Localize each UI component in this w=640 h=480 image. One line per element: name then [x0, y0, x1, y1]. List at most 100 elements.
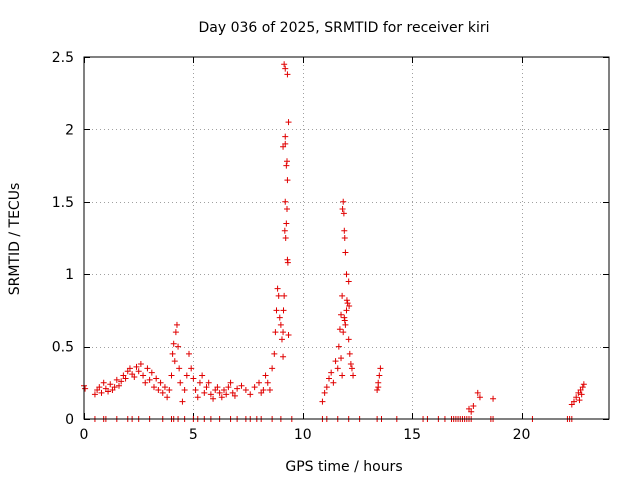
data-point — [343, 297, 350, 304]
data-point — [344, 300, 351, 307]
data-point — [285, 119, 292, 126]
data-point — [470, 402, 477, 409]
data-point — [135, 368, 142, 375]
data-point — [334, 365, 341, 372]
data-point — [347, 360, 354, 367]
data-point — [260, 387, 267, 394]
data-point — [468, 408, 475, 415]
data-point — [280, 307, 287, 314]
data-point — [328, 369, 335, 376]
data-point — [266, 387, 273, 394]
data-point — [281, 227, 288, 234]
data-point — [223, 391, 230, 398]
data-point — [346, 350, 353, 357]
data-point — [183, 372, 190, 379]
data-point — [216, 389, 223, 396]
data-point — [116, 382, 122, 389]
data-point — [251, 384, 258, 391]
x-axis-title: GPS time / hours — [285, 459, 402, 475]
data-point — [578, 391, 585, 398]
data-point — [335, 343, 342, 350]
data-point — [321, 389, 328, 396]
data-point — [340, 198, 347, 205]
data-point — [573, 394, 580, 401]
data-point — [282, 133, 289, 140]
x-tick-label: 10 — [294, 427, 312, 443]
data-point — [169, 350, 176, 357]
data-point — [199, 372, 206, 379]
x-tick-label: 5 — [189, 427, 198, 443]
data-point — [148, 369, 155, 376]
chart-title: Day 036 of 2025, SRMTID for receiver kir… — [198, 20, 489, 36]
data-point — [330, 379, 337, 386]
data-point — [170, 340, 177, 347]
y-tick-label: 1.5 — [52, 195, 74, 211]
data-point — [323, 384, 330, 391]
data-point — [159, 389, 166, 396]
data-point — [247, 391, 254, 398]
data-point — [271, 350, 278, 357]
data-point — [283, 220, 290, 227]
data-point — [201, 389, 208, 396]
data-point — [284, 259, 291, 266]
data-point — [98, 389, 105, 396]
data-point — [336, 326, 343, 333]
data-point — [269, 365, 276, 372]
data-point — [227, 379, 234, 386]
y-tick-label: 0 — [65, 412, 74, 428]
data-point — [234, 385, 241, 392]
data-point — [273, 307, 280, 314]
data-point — [579, 384, 586, 391]
data-point — [275, 292, 282, 299]
data-point — [272, 329, 279, 336]
data-point — [281, 61, 288, 68]
x-tick-label: 15 — [403, 427, 421, 443]
data-point — [332, 358, 339, 365]
data-point — [221, 387, 227, 394]
data-point — [284, 158, 290, 165]
data-point — [107, 381, 114, 388]
data-point — [144, 365, 151, 372]
data-point — [205, 379, 212, 386]
data-point — [341, 227, 348, 234]
data-point — [207, 391, 214, 398]
data-point — [179, 398, 186, 405]
data-point — [345, 336, 352, 343]
data-point — [153, 375, 160, 382]
data-point — [326, 375, 332, 382]
data-point — [280, 329, 287, 336]
data-point — [276, 314, 283, 321]
data-point — [140, 372, 147, 379]
data-point — [338, 355, 345, 362]
y-axis-title: SRMTID / TECUs — [7, 183, 23, 296]
data-point — [345, 278, 352, 285]
y-tick-label: 2.5 — [52, 50, 74, 66]
data-point — [214, 384, 221, 391]
data-point — [282, 65, 289, 72]
data-point — [131, 374, 138, 381]
data-point — [340, 210, 347, 217]
data-point — [122, 375, 129, 382]
grid-layer — [84, 57, 609, 419]
plot-frame — [83, 56, 610, 420]
data-points — [81, 61, 587, 422]
data-point — [177, 379, 184, 386]
data-point — [319, 398, 326, 405]
data-point — [181, 387, 188, 394]
data-point — [280, 353, 287, 360]
data-point — [490, 395, 497, 402]
data-point — [91, 391, 98, 398]
y-tick-label: 2 — [65, 122, 74, 138]
data-point — [126, 365, 133, 372]
data-point — [210, 395, 217, 402]
data-point — [284, 71, 291, 78]
data-point — [376, 372, 383, 379]
data-point — [194, 394, 201, 401]
data-point — [342, 321, 349, 328]
data-point — [118, 378, 125, 385]
data-point — [340, 329, 347, 336]
data-point — [172, 329, 179, 336]
data-point — [284, 177, 291, 184]
data-point — [171, 358, 178, 365]
